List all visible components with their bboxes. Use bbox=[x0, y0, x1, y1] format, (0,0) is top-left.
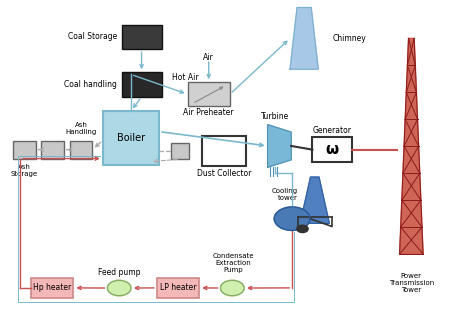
FancyBboxPatch shape bbox=[31, 278, 73, 298]
Text: Hp heater: Hp heater bbox=[33, 283, 72, 292]
Text: Feed pump: Feed pump bbox=[98, 268, 140, 277]
Text: Power
Transmission
Tower: Power Transmission Tower bbox=[389, 273, 434, 293]
FancyBboxPatch shape bbox=[121, 25, 162, 49]
Text: LP heater: LP heater bbox=[160, 283, 196, 292]
FancyBboxPatch shape bbox=[13, 141, 36, 159]
Text: Boiler: Boiler bbox=[117, 133, 145, 143]
FancyBboxPatch shape bbox=[188, 82, 230, 106]
Polygon shape bbox=[268, 125, 291, 167]
Circle shape bbox=[220, 280, 244, 296]
FancyBboxPatch shape bbox=[70, 141, 92, 159]
Text: Chimney: Chimney bbox=[332, 34, 366, 43]
Polygon shape bbox=[400, 38, 423, 254]
Text: Condensate
Extraction
Pump: Condensate Extraction Pump bbox=[212, 253, 254, 273]
FancyBboxPatch shape bbox=[171, 143, 189, 159]
FancyBboxPatch shape bbox=[103, 111, 159, 165]
Text: Air Preheater: Air Preheater bbox=[183, 108, 234, 117]
Text: Ash
Handling: Ash Handling bbox=[65, 122, 97, 135]
Text: Coal Storage: Coal Storage bbox=[68, 32, 117, 41]
FancyBboxPatch shape bbox=[41, 141, 64, 159]
Polygon shape bbox=[290, 7, 318, 69]
Text: Coal handling: Coal handling bbox=[64, 80, 117, 89]
Text: Hot Air: Hot Air bbox=[172, 73, 199, 82]
Text: Dust Collector: Dust Collector bbox=[197, 169, 251, 179]
FancyBboxPatch shape bbox=[121, 72, 162, 97]
Text: ω: ω bbox=[326, 142, 339, 157]
Polygon shape bbox=[300, 177, 329, 223]
Circle shape bbox=[108, 280, 131, 296]
Text: Cooling
tower: Cooling tower bbox=[272, 188, 298, 201]
Circle shape bbox=[274, 207, 310, 230]
Text: Ash
Storage: Ash Storage bbox=[11, 165, 38, 177]
FancyBboxPatch shape bbox=[157, 278, 199, 298]
Text: Air: Air bbox=[203, 53, 214, 62]
Text: Generator: Generator bbox=[313, 126, 352, 135]
Circle shape bbox=[297, 225, 308, 233]
Text: Turbine: Turbine bbox=[261, 113, 289, 122]
FancyBboxPatch shape bbox=[201, 136, 246, 166]
FancyBboxPatch shape bbox=[312, 137, 353, 162]
